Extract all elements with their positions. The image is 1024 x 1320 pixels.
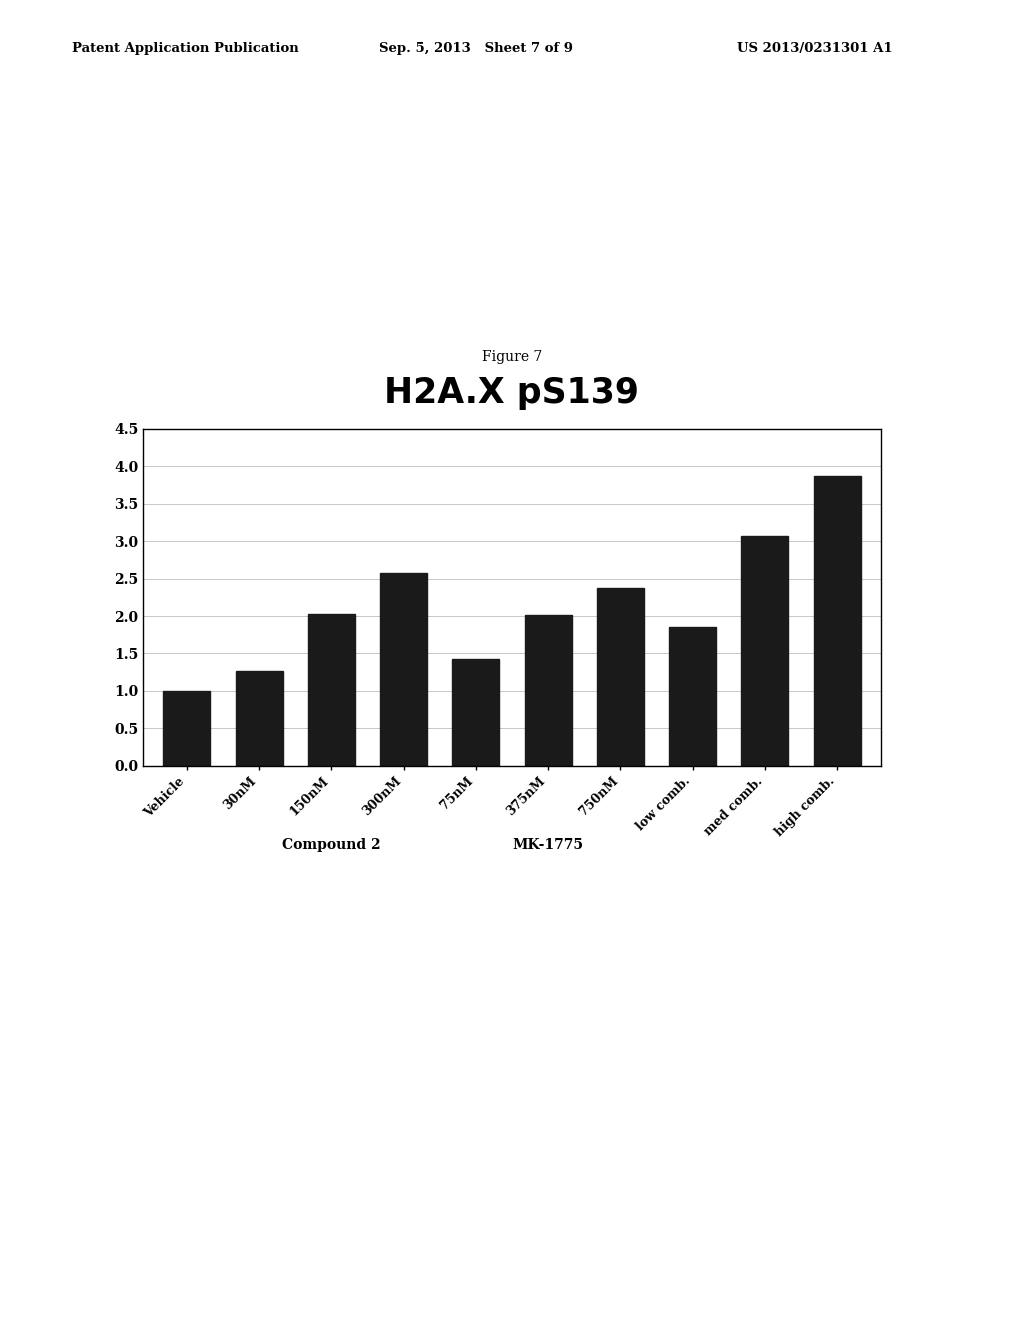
Text: H2A.X pS139: H2A.X pS139 (384, 376, 640, 411)
Bar (741, 536, 788, 766)
Bar (814, 477, 861, 766)
Bar (163, 690, 210, 766)
Bar (308, 614, 354, 766)
Text: US 2013/0231301 A1: US 2013/0231301 A1 (737, 42, 893, 55)
Bar (236, 671, 283, 766)
Bar (453, 659, 500, 766)
Bar (380, 573, 427, 766)
Text: Sep. 5, 2013   Sheet 7 of 9: Sep. 5, 2013 Sheet 7 of 9 (379, 42, 572, 55)
Bar (670, 627, 716, 766)
Bar (597, 589, 644, 766)
Text: MK-1775: MK-1775 (513, 838, 584, 853)
Text: Compound 2: Compound 2 (282, 838, 381, 853)
Bar (524, 615, 571, 766)
Text: Patent Application Publication: Patent Application Publication (72, 42, 298, 55)
Text: Figure 7: Figure 7 (482, 350, 542, 364)
